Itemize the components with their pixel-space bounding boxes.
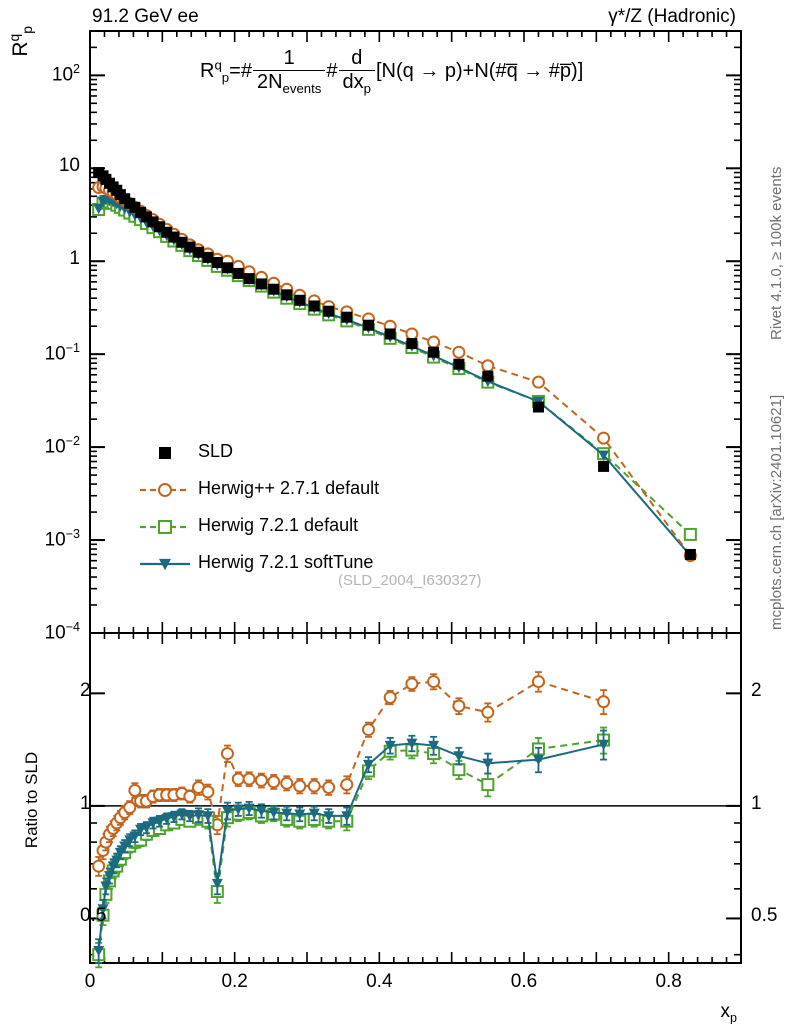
ratio-series-0 <box>92 671 611 877</box>
formula-lhs-sub: p <box>221 70 230 86</box>
ratio-panel-frame <box>89 632 742 964</box>
main-ytick-0.001: 10−3 <box>44 527 80 551</box>
header-right-process: γ*/Z (Hadronic) <box>608 6 736 27</box>
main-ytick-0.0001: 10−4 <box>44 620 80 644</box>
header-left-beam-energy: 91.2 GeV ee <box>92 6 199 27</box>
formula-frac1-numerator: 1 <box>252 48 326 71</box>
legend-label-1: Herwig++ 2.7.1 default <box>198 478 380 498</box>
ratio-ytick-right-1: 1 <box>751 792 762 814</box>
ratio-series-2 <box>93 729 610 964</box>
formula-lhs-sup: q <box>214 57 222 73</box>
xtick-0.8: 0.8 <box>655 971 682 992</box>
analysis-id-label: (SLD_2004_I630327) <box>338 572 482 589</box>
formula-frac2-denominator: dxp <box>342 71 371 96</box>
formula-fraction-2: d dxp <box>338 48 375 96</box>
x-axis-title: xp <box>720 1001 737 1024</box>
formula-equals: =# <box>229 60 252 83</box>
main-ytick-10: 10 <box>58 155 80 177</box>
legend-key-marker-square-filled-icon <box>138 443 192 463</box>
formula-frac2-numerator: d <box>338 48 375 71</box>
legend-key-dashed-circle-icon <box>138 480 192 500</box>
legend-label-3: Herwig 7.2.1 softTune <box>198 552 374 572</box>
legend-label-0: SLD <box>198 441 234 461</box>
main-ytick-100: 102 <box>51 62 80 86</box>
ratio-ytick-right-0.5: 0.5 <box>751 905 778 927</box>
main-series-0 <box>93 167 696 560</box>
observable-formula: Rqp=# 1 2Nevents # d dxp [N(q → p)+N(#q̅ → #p̅… <box>200 48 583 96</box>
main-ytick-1: 1 <box>69 248 80 270</box>
main-ytick-0.01: 10−2 <box>44 434 80 458</box>
legend-label-2: Herwig 7.2.1 default <box>198 515 359 535</box>
formula-fraction-1: 1 2Nevents <box>252 48 326 96</box>
xtick-0.6: 0.6 <box>510 971 538 992</box>
formula-frac1-denominator: 2Nevents <box>256 71 322 96</box>
main-ytick-0.1: 10−1 <box>44 341 80 365</box>
xtick-0: 0 <box>84 971 96 992</box>
formula-lhs: R <box>200 60 215 83</box>
xtick-0.4: 0.4 <box>366 971 393 992</box>
legend-key-solid-triangle-icon <box>138 554 192 574</box>
legend-key-dashed-square-icon <box>138 517 192 537</box>
xtick-0.2: 0.2 <box>221 971 248 992</box>
ratio-ytick-right-2: 2 <box>751 680 762 702</box>
formula-rhs: [N(q → p)+N(#q̅ → #p̅)] <box>375 60 584 83</box>
ratio-series-1 <box>92 726 611 969</box>
formula-mid: # <box>326 60 338 83</box>
